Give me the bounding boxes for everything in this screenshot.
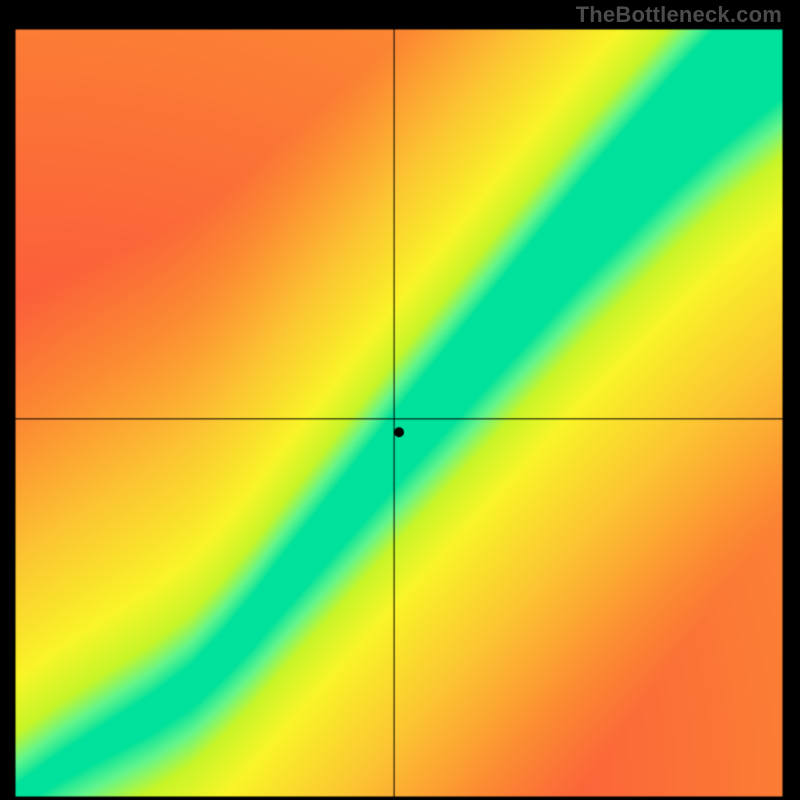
bottleneck-heatmap — [0, 0, 800, 800]
watermark-text: TheBottleneck.com — [576, 2, 782, 28]
chart-container: TheBottleneck.com — [0, 0, 800, 800]
